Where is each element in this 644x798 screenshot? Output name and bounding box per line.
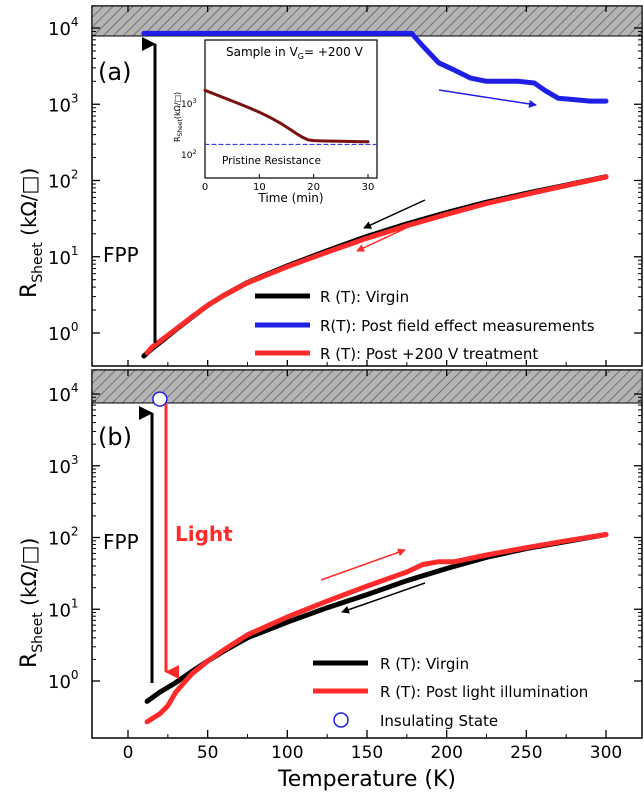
ytick-label-b-1e3: 103 [48, 453, 79, 478]
x-axis-ticks: 0 50 100 150 200 250 300 [123, 6, 622, 763]
xtick-label-150: 150 [351, 743, 383, 763]
inset-title: Sample in VG= +200 V [226, 45, 364, 61]
panel-a-inset: Sample in VG= +200 V Pristine Resistance… [173, 39, 380, 205]
ytick-label-a-1e3: 103 [48, 91, 79, 116]
series-post-light [144, 532, 609, 725]
xtick-label-300: 300 [590, 743, 622, 763]
xtick-label-100: 100 [271, 743, 303, 763]
series-post-200v [144, 174, 609, 356]
ytick-label-b-1e0: 100 [48, 668, 79, 693]
panel-a-ylabel: RSheet (kΩ/□) [17, 168, 46, 298]
inset-ylabel: RSheet(kΩ/□) [173, 92, 184, 142]
ytick-label-a-1e1: 101 [48, 244, 79, 269]
panel-a-series [141, 30, 609, 359]
panel-b-label: (b) [98, 423, 132, 451]
panel-a-label: (a) [98, 58, 131, 86]
xtick-label-0: 0 [123, 743, 134, 763]
panel-b-fpp-label: FPP [103, 530, 139, 554]
legend-label-post-light: R (T): Post light illumination [380, 683, 588, 701]
ytick-label-a-1e4: 104 [48, 15, 79, 40]
inset-ytick-100: 102 [181, 148, 197, 161]
series-post-field-effect [141, 30, 609, 104]
legend-label-post-200v: R (T): Post +200 V treatment [320, 345, 538, 363]
inset-xtick-label-10: 10 [253, 182, 266, 193]
panel-b-arrow-black [341, 582, 426, 614]
panel-a-legend: R (T): Virgin R(T): Post field effect me… [255, 288, 595, 363]
panel-b-light-label: Light [175, 522, 233, 546]
panel-a-arrow-blue [438, 89, 537, 108]
panel-b-y-ticks: 104 103 102 101 100 [48, 381, 642, 693]
inset-xtick-label-20: 20 [307, 182, 320, 193]
panel-b-series [144, 391, 609, 725]
inset-xlabel: Time (min) [257, 191, 323, 205]
inset-series [203, 88, 380, 145]
panel-b-arrow-red [320, 548, 406, 581]
panel-b-ylabel: RSheet (kΩ/□) [17, 538, 46, 668]
inset-xtick-label-0: 0 [202, 182, 208, 193]
xtick-label-50: 50 [197, 743, 219, 763]
inset-ytick-1000: 103 [181, 97, 197, 110]
series-insulating-state-marker [152, 391, 168, 407]
xtick-label-200: 200 [430, 743, 462, 763]
panel-a-arrow-black [363, 199, 426, 229]
inset-ref-label: Pristine Resistance [222, 155, 321, 167]
ytick-label-b-1e2: 102 [48, 525, 79, 550]
inset-xtick-label-30: 30 [362, 182, 375, 193]
panel-b-legend: R (T): Virgin R (T): Post light illumina… [313, 655, 588, 730]
legend-label-virgin-b: R (T): Virgin [380, 655, 469, 673]
inset-y-ticks: 103 102 [181, 97, 197, 161]
panel-a-arrow-red [356, 222, 418, 252]
inset-x-ticks: 0 10 20 30 [202, 174, 375, 193]
x-axis-label: Temperature (K) [277, 767, 456, 792]
ytick-label-b-1e1: 101 [48, 596, 79, 621]
inset-frame [204, 39, 378, 179]
legend-marker-insulating-state [333, 712, 349, 728]
panel-b: 104 103 102 101 100 (b) FPP Light R (T): Vir… [17, 369, 643, 739]
legend-label-post-field-effect: R(T): Post field effect measurements [320, 317, 595, 335]
xtick-label-250: 250 [510, 743, 542, 763]
ytick-label-a-1e0: 100 [48, 320, 79, 345]
legend-label-virgin: R (T): Virgin [320, 288, 409, 306]
legend-label-insulating-state: Insulating State [380, 712, 498, 730]
ytick-label-b-1e4: 104 [48, 381, 79, 406]
inset-decay-curve [203, 88, 370, 144]
ytick-label-a-1e2: 102 [48, 168, 79, 193]
panel-a-fpp-label: FPP [103, 243, 139, 267]
